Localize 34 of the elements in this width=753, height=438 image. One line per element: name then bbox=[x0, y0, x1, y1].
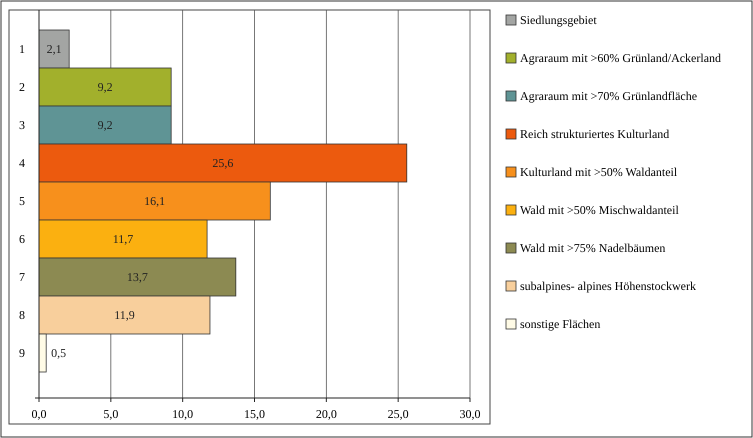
x-tick-label: 10,0 bbox=[172, 407, 194, 421]
y-tick-label: 7 bbox=[19, 270, 25, 284]
data-label: 13,7 bbox=[126, 270, 148, 284]
legend-label: sonstige Flächen bbox=[520, 317, 600, 332]
data-label: 2,1 bbox=[46, 42, 62, 56]
data-label: 16,1 bbox=[144, 194, 166, 208]
y-tick-label: 5 bbox=[19, 194, 25, 208]
legend-label: subalpines- alpines Höhenstockwerk bbox=[520, 279, 696, 294]
data-label: 11,9 bbox=[114, 308, 135, 322]
data-label: 9,2 bbox=[98, 118, 113, 132]
data-label: 9,2 bbox=[98, 80, 113, 94]
y-tick-label: 6 bbox=[19, 232, 25, 246]
data-label: 25,6 bbox=[212, 156, 234, 170]
y-tick-label: 8 bbox=[19, 308, 25, 322]
x-tick-label: 0,0 bbox=[32, 407, 46, 421]
y-tick-label: 3 bbox=[19, 118, 25, 132]
legend-label: Siedlungsgebiet bbox=[520, 13, 598, 28]
data-label: 0,5 bbox=[51, 346, 66, 360]
y-tick-label: 2 bbox=[19, 80, 25, 94]
legend-label: Agraraum mit >60% Grünland/Ackerland bbox=[520, 51, 722, 66]
legend-label: Kulturland mit >50% Waldanteil bbox=[520, 165, 678, 180]
x-tick-label: 20,0 bbox=[316, 407, 337, 421]
legend-label: Agraraum mit >70% Grünlandfläche bbox=[520, 89, 698, 104]
data-label: 11,7 bbox=[112, 232, 134, 246]
legend-label: Wald mit >50% Mischwaldanteil bbox=[520, 203, 680, 218]
y-tick-label: 1 bbox=[19, 42, 25, 56]
x-tick-label: 25,0 bbox=[388, 407, 409, 421]
y-tick-label: 9 bbox=[19, 346, 25, 360]
x-tick-label: 30,0 bbox=[460, 407, 480, 421]
x-tick-label: 15,0 bbox=[244, 407, 265, 421]
legend-label: Reich strukturiertes Kulturland bbox=[520, 127, 670, 142]
y-tick-label: 4 bbox=[19, 156, 25, 170]
legend-label: Wald mit >75% Nadelbäumen bbox=[520, 241, 666, 256]
x-tick-label: 5,0 bbox=[103, 407, 118, 421]
